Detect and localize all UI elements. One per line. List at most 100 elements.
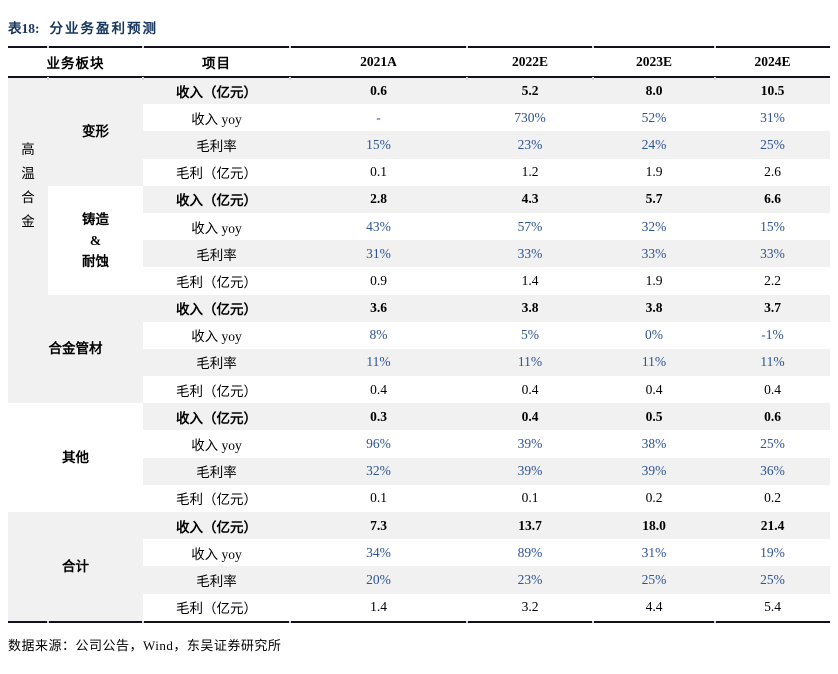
table-row: 毛利（亿元） 1.4 3.2 4.4 5.4 — [8, 594, 830, 621]
forecast-table-container: 业务板块 项目 2021A 2022E 2023E 2024E 高温合金 变形 … — [8, 45, 830, 624]
segment-label-total: 合计 — [8, 512, 143, 621]
value-cell: 31% — [366, 245, 391, 261]
value-cell: 0.2 — [764, 490, 781, 506]
value-cell: 5.7 — [645, 191, 663, 207]
value-cell: 23% — [517, 571, 543, 587]
value-cell: 10.5 — [760, 83, 785, 99]
value-cell: 89% — [517, 544, 543, 560]
value-cell: 39% — [517, 436, 543, 452]
table-row: 合计 收入（亿元） 7.3 13.7 18.0 21.4 — [8, 512, 830, 621]
table-row: 毛利（亿元） 0.1 1.2 1.9 2.6 — [8, 159, 830, 186]
col-header-segment: 业务板块 — [8, 48, 143, 77]
value-cell: 15% — [760, 218, 785, 234]
table-row: 其他 收入（亿元） 0.3 0.4 0.5 0.6 — [8, 403, 830, 512]
value-cell: 11% — [366, 354, 391, 370]
value-cell: 39% — [517, 463, 543, 479]
value-cell: 23% — [517, 136, 543, 152]
value-cell: 2.8 — [370, 191, 387, 207]
value-cell: 18.0 — [642, 517, 666, 533]
row-label: 毛利（亿元） — [176, 601, 257, 617]
value-cell: 8% — [369, 327, 388, 343]
value-cell: 57% — [517, 218, 543, 234]
value-cell: 1.4 — [370, 599, 387, 615]
row-label: 收入 yoy — [191, 329, 242, 345]
row-label: 收入 yoy — [191, 546, 242, 562]
value-cell: 3.6 — [370, 300, 387, 316]
value-cell: 52% — [641, 109, 667, 125]
value-cell: 1.9 — [645, 164, 663, 180]
column-tick-marks-header — [8, 77, 830, 80]
page-title: 分业务盈利预测 — [49, 21, 158, 36]
table-row: 高温合金 变形 收入（亿元） 0.6 5.2 8.0 10.5 — [8, 77, 830, 295]
value-cell: 11% — [641, 354, 667, 370]
col-header-2024e: 2024E — [715, 48, 830, 77]
value-cell: 33% — [760, 245, 785, 261]
value-cell: 36% — [760, 463, 785, 479]
value-cell: 3.8 — [521, 300, 539, 316]
row-label: 收入 yoy — [191, 111, 242, 127]
value-cell: 0.4 — [521, 408, 539, 424]
col-header-item: 项目 — [143, 48, 290, 77]
table-row: 合金管材 收入（亿元） 3.6 3.8 3.8 3.7 — [8, 294, 830, 404]
value-cell: 4.4 — [645, 599, 663, 615]
value-cell: -1% — [761, 327, 784, 343]
value-cell: 730% — [514, 109, 546, 125]
value-cell: 39% — [641, 463, 667, 479]
row-label: 毛利率 — [196, 138, 237, 154]
value-cell: 2.6 — [764, 164, 781, 180]
table-row: 收入 yoy - 730% 52% 31% — [8, 104, 830, 131]
table-row: 毛利率 15% 23% 24% 25% — [8, 131, 830, 159]
value-cell: 1.9 — [645, 272, 663, 288]
row-label: 毛利率 — [196, 465, 237, 481]
value-cell: 19% — [760, 544, 785, 560]
value-cell: 13.7 — [518, 517, 542, 533]
value-cell: 38% — [641, 436, 667, 452]
value-cell: 15% — [366, 136, 391, 152]
table-row: 毛利（亿元） 0.1 0.1 0.2 0.2 — [8, 485, 830, 512]
value-cell: 7.3 — [370, 517, 387, 533]
value-cell: 0.4 — [645, 381, 663, 397]
value-cell: 4.3 — [521, 191, 539, 207]
value-cell: 0.6 — [764, 408, 781, 424]
value-cell: 3.8 — [645, 300, 663, 316]
table-title: 表18: 分业务盈利预测 — [8, 20, 830, 40]
segment-label-other: 其他 — [8, 403, 143, 512]
segment-label-casting-corrosion: 铸造 & 耐蚀 — [48, 185, 143, 295]
row-label: 毛利（亿元） — [176, 274, 257, 290]
value-cell: 5% — [521, 327, 539, 343]
value-cell: 32% — [641, 218, 667, 234]
table-row: 铸造 & 耐蚀 收入（亿元） 2.8 4.3 5.7 6.6 — [8, 185, 830, 295]
row-label: 毛利率 — [196, 247, 237, 263]
value-cell: 3.7 — [764, 300, 781, 316]
segment-label-high-temp-alloy: 高温合金 — [8, 77, 48, 295]
value-cell: 0.6 — [370, 83, 387, 99]
table-row: 毛利率 32% 39% 39% 36% — [8, 457, 830, 485]
table-row: 收入 yoy 34% 89% 31% 19% — [8, 539, 830, 566]
row-label: 毛利率 — [196, 356, 237, 372]
row-label: 收入 yoy — [191, 220, 242, 236]
column-tick-marks-top — [8, 45, 830, 48]
value-cell: 25% — [760, 436, 785, 452]
column-tick-marks-bottom — [8, 620, 830, 624]
value-cell: 0.4 — [521, 381, 539, 397]
row-label: 收入（亿元） — [176, 410, 257, 426]
segment-label-alloy-pipe: 合金管材 — [8, 294, 143, 404]
value-cell: 6.6 — [764, 191, 781, 207]
value-cell: 32% — [366, 463, 391, 479]
value-cell: 11% — [517, 354, 543, 370]
value-cell: 33% — [517, 245, 543, 261]
value-cell: 31% — [641, 544, 667, 560]
value-cell: 0.4 — [370, 381, 387, 397]
col-header-2021a: 2021A — [290, 48, 467, 77]
value-cell: 0.9 — [370, 272, 387, 288]
row-label: 收入 yoy — [191, 438, 242, 454]
table-row: 毛利（亿元） 0.9 1.4 1.9 2.2 — [8, 267, 830, 294]
value-cell: 1.2 — [521, 164, 539, 180]
table-row: 毛利（亿元） 0.4 0.4 0.4 0.4 — [8, 376, 830, 403]
col-header-2023e: 2023E — [593, 48, 715, 77]
table-row: 毛利率 31% 33% 33% 33% — [8, 240, 830, 268]
value-cell: 1.4 — [521, 272, 539, 288]
value-cell: 3.2 — [521, 599, 539, 615]
value-cell: 34% — [366, 544, 391, 560]
value-cell: 25% — [641, 571, 667, 587]
